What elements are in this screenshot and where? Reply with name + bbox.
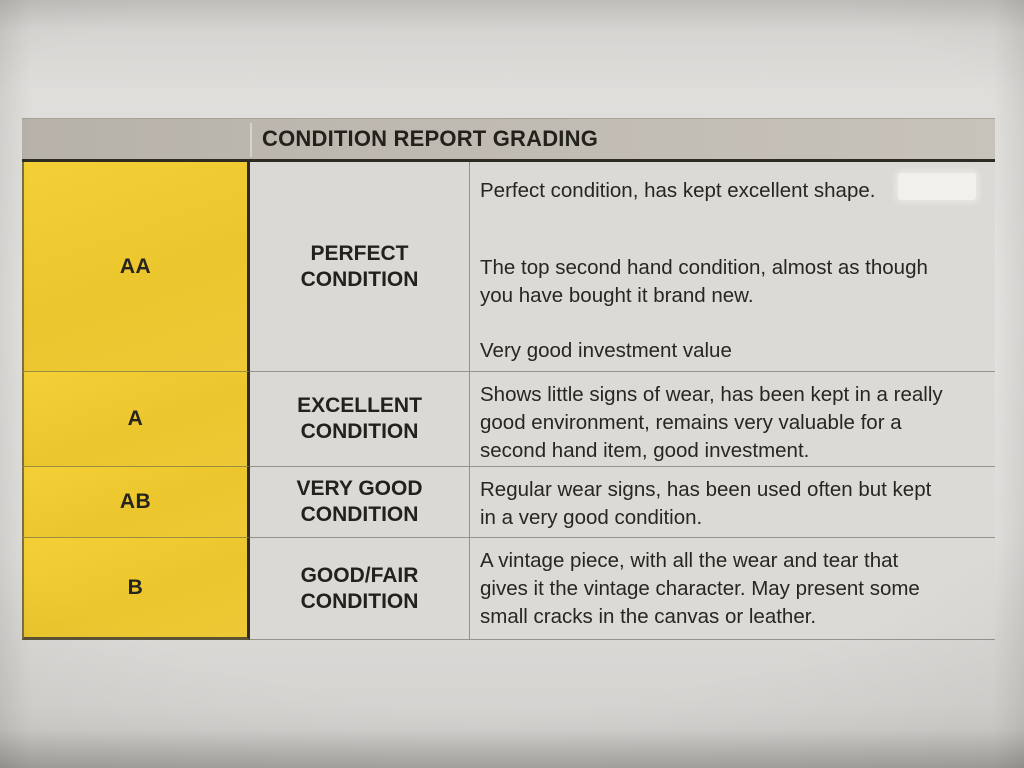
condition-label-cell-ab: VERY GOOD CONDITION (250, 467, 470, 538)
condition-label: GOOD/FAIR CONDITION (300, 563, 419, 613)
grade-code: AB (119, 490, 152, 513)
description-cell-a: Shows little signs of wear, has been kep… (470, 372, 995, 467)
description-text: Perfect condition, has kept excellent sh… (480, 177, 948, 365)
condition-label-cell-a: EXCELLENT CONDITION (250, 372, 470, 467)
description-paragraph: Shows little signs of wear, has been kep… (480, 383, 943, 462)
table-title: CONDITION REPORT GRADING (262, 126, 599, 151)
condition-grading-table: CONDITION REPORT GRADING AA PERFECT COND… (22, 118, 995, 640)
grade-cell-b: B (22, 538, 250, 640)
description-paragraph: Regular wear signs, has been used often … (480, 478, 932, 529)
description-paragraph: Perfect condition, has kept excellent sh… (480, 179, 876, 202)
grade-code: AA (119, 254, 152, 278)
condition-label-cell-aa: PERFECT CONDITION (250, 162, 470, 372)
description-text: Regular wear signs, has been used often … (480, 476, 948, 532)
description-text: Shows little signs of wear, has been kep… (480, 381, 948, 465)
condition-label-cell-b: GOOD/FAIR CONDITION (250, 538, 470, 640)
condition-label: EXCELLENT CONDITION (297, 394, 422, 443)
grade-cell-ab: AB (22, 467, 250, 538)
grade-code: A (127, 407, 144, 430)
description-cell-ab: Regular wear signs, has been used often … (470, 467, 995, 538)
whiteout-patch (898, 173, 976, 200)
grade-cell-a: A (22, 372, 250, 467)
description-paragraph: A vintage piece, with all the wear and t… (480, 549, 920, 628)
description-cell-b: A vintage piece, with all the wear and t… (470, 538, 995, 640)
condition-label: VERY GOOD CONDITION (296, 477, 423, 526)
grade-cell-aa: AA (22, 162, 250, 372)
description-paragraph: The top second hand condition, almost as… (480, 256, 928, 307)
condition-label: PERFECT CONDITION (300, 241, 419, 291)
description-text: A vintage piece, with all the wear and t… (480, 547, 948, 631)
grade-code: B (127, 575, 144, 599)
description-paragraph: Very good investment value (480, 339, 732, 362)
table-header: CONDITION REPORT GRADING (22, 118, 995, 162)
